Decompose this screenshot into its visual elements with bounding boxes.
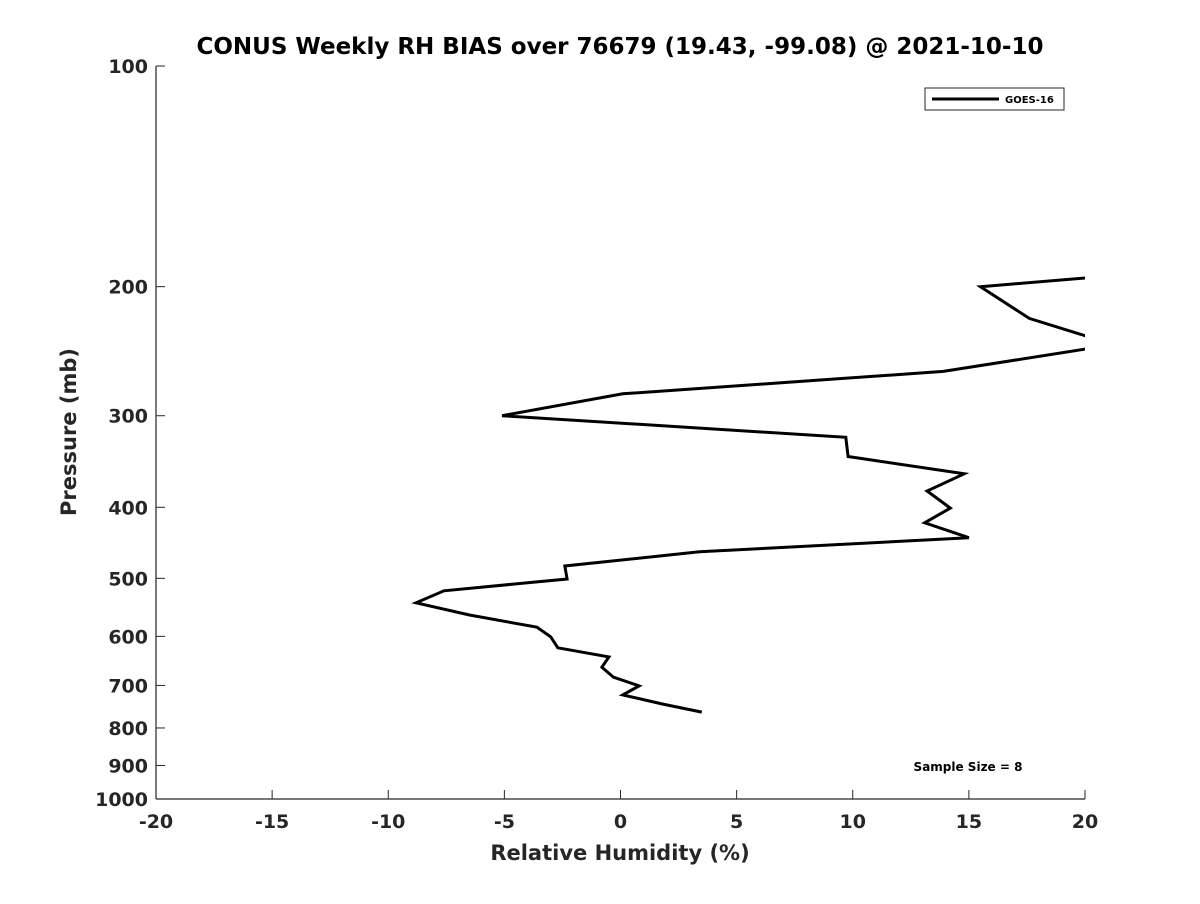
sample-size-annotation: Sample Size = 8: [914, 760, 1023, 774]
y-tick-label: 700: [108, 675, 148, 697]
y-tick-label: 400: [108, 497, 148, 519]
y-axis-label: Pressure (mb): [57, 348, 81, 516]
axes: -20 -15 -10 -5 0 5 10 15 20 100 200 300 400 500 600 700…: [95, 56, 1098, 833]
legend: GOES-16: [924, 87, 1065, 111]
y-tick-label: 800: [108, 718, 148, 740]
x-tick-label: 20: [1072, 811, 1098, 833]
x-tick-label: 5: [730, 811, 743, 833]
x-axis-label: Relative Humidity (%): [490, 841, 749, 865]
y-tick-label: 200: [108, 277, 148, 299]
y-tick-label: 500: [108, 568, 148, 590]
y-tick-label: 100: [108, 56, 148, 78]
x-tick-label: -10: [371, 811, 405, 833]
x-tick-label: 10: [840, 811, 866, 833]
x-tick-label: 0: [614, 811, 627, 833]
chart-title: CONUS Weekly RH BIAS over 76679 (19.43, …: [196, 34, 1043, 60]
x-tick-label: 15: [956, 811, 982, 833]
x-tick-label: -5: [494, 811, 515, 833]
y-tick-label: 900: [108, 755, 148, 777]
x-tick-label: -20: [139, 811, 173, 833]
y-tick-label: 600: [108, 626, 148, 648]
x-tick-label: -15: [255, 811, 289, 833]
y-tick-label: 300: [108, 406, 148, 428]
y-tick-label: 1000: [95, 789, 148, 811]
legend-label: GOES-16: [1005, 95, 1054, 106]
series-line-goes-16: [411, 276, 1085, 714]
